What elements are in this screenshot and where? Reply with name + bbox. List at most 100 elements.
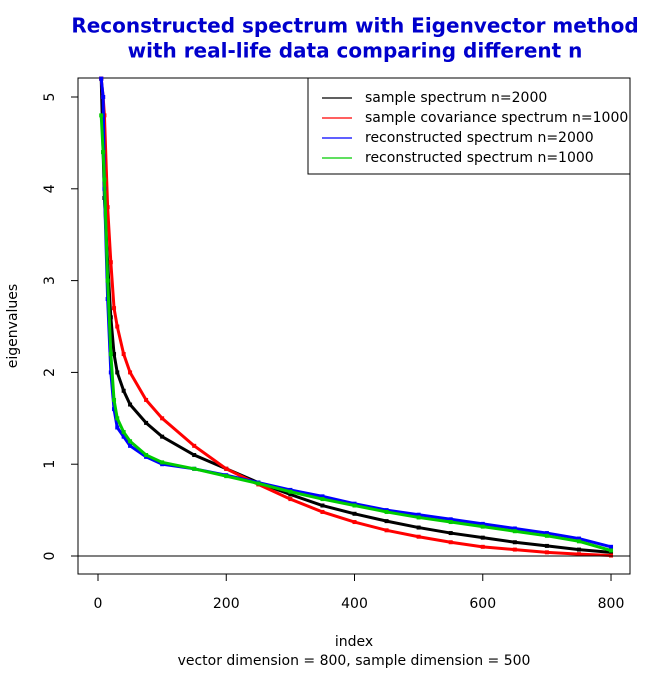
point bbox=[352, 511, 357, 516]
point bbox=[105, 205, 110, 210]
x-tick-label: 0 bbox=[94, 596, 103, 612]
point bbox=[101, 150, 106, 155]
point bbox=[99, 76, 104, 81]
point bbox=[416, 525, 421, 530]
subtitle: vector dimension = 800, sample dimension… bbox=[178, 653, 531, 669]
point bbox=[544, 533, 549, 538]
point bbox=[108, 352, 113, 357]
point bbox=[192, 453, 197, 458]
point bbox=[160, 416, 165, 421]
legend-label: reconstructed spectrum n=2000 bbox=[365, 130, 594, 146]
point bbox=[121, 434, 126, 439]
point bbox=[576, 536, 581, 541]
point bbox=[192, 466, 197, 471]
legend-box bbox=[307, 77, 631, 175]
point bbox=[115, 416, 120, 421]
x-tick-label: 400 bbox=[341, 596, 368, 612]
legend-label: reconstructed spectrum n=1000 bbox=[365, 150, 594, 166]
point bbox=[448, 540, 453, 545]
point bbox=[544, 543, 549, 548]
point bbox=[144, 420, 149, 425]
point bbox=[102, 177, 107, 182]
point bbox=[160, 434, 165, 439]
point bbox=[144, 453, 149, 458]
point bbox=[108, 315, 113, 320]
point bbox=[128, 370, 133, 375]
point bbox=[288, 492, 293, 497]
point bbox=[99, 113, 104, 118]
point bbox=[480, 544, 485, 549]
point bbox=[112, 306, 117, 311]
chart-title: with real-life data comparing different … bbox=[128, 39, 583, 63]
point bbox=[288, 489, 293, 494]
point bbox=[115, 425, 120, 430]
point bbox=[512, 529, 517, 534]
point bbox=[609, 544, 614, 549]
point bbox=[416, 515, 421, 520]
chart-title: Reconstructed spectrum with Eigenvector … bbox=[71, 14, 638, 38]
point bbox=[448, 531, 453, 536]
point bbox=[448, 517, 453, 522]
point bbox=[320, 494, 325, 499]
x-tick-label: 800 bbox=[598, 596, 625, 612]
point bbox=[121, 388, 126, 393]
point bbox=[115, 324, 120, 329]
point bbox=[609, 548, 614, 553]
point bbox=[112, 407, 117, 412]
point bbox=[160, 460, 165, 465]
point bbox=[108, 260, 113, 265]
point bbox=[480, 521, 485, 526]
x-tick-label: 600 bbox=[469, 596, 496, 612]
y-tick-label: 1 bbox=[42, 460, 58, 469]
point bbox=[288, 497, 293, 502]
point bbox=[320, 503, 325, 508]
point bbox=[128, 439, 133, 444]
point bbox=[352, 520, 357, 525]
point bbox=[224, 474, 229, 479]
point bbox=[144, 397, 149, 402]
point bbox=[384, 528, 389, 533]
point bbox=[256, 481, 261, 486]
point bbox=[512, 540, 517, 545]
point bbox=[121, 430, 126, 435]
point bbox=[112, 352, 117, 357]
y-tick-label: 3 bbox=[42, 276, 58, 285]
point bbox=[416, 512, 421, 517]
y-tick-label: 0 bbox=[42, 552, 58, 561]
point bbox=[121, 352, 126, 357]
y-tick-label: 5 bbox=[42, 93, 58, 102]
point bbox=[512, 547, 517, 552]
point bbox=[480, 524, 485, 529]
point bbox=[224, 466, 229, 471]
point bbox=[320, 509, 325, 514]
point bbox=[416, 534, 421, 539]
point bbox=[128, 443, 133, 448]
point bbox=[115, 370, 120, 375]
y-tick-label: 2 bbox=[42, 368, 58, 377]
point bbox=[192, 443, 197, 448]
point bbox=[480, 535, 485, 540]
point bbox=[128, 402, 133, 407]
y-tick-label: 4 bbox=[42, 184, 58, 193]
series-trace bbox=[99, 115, 612, 552]
legend-label: sample spectrum n=2000 bbox=[365, 90, 547, 106]
point bbox=[544, 531, 549, 536]
point bbox=[384, 519, 389, 524]
point bbox=[576, 552, 581, 557]
y-axis-label: eigenvalues bbox=[5, 284, 21, 368]
x-tick-label: 200 bbox=[213, 596, 240, 612]
point bbox=[101, 95, 106, 100]
point bbox=[112, 397, 117, 402]
x-axis-label: index bbox=[335, 634, 373, 650]
point bbox=[512, 526, 517, 531]
point bbox=[352, 503, 357, 508]
point bbox=[576, 547, 581, 552]
point bbox=[576, 539, 581, 544]
point bbox=[544, 550, 549, 555]
point bbox=[320, 497, 325, 502]
point bbox=[105, 278, 110, 283]
point bbox=[448, 520, 453, 525]
point bbox=[384, 509, 389, 514]
legend-label: sample covariance spectrum n=1000 bbox=[365, 110, 628, 126]
